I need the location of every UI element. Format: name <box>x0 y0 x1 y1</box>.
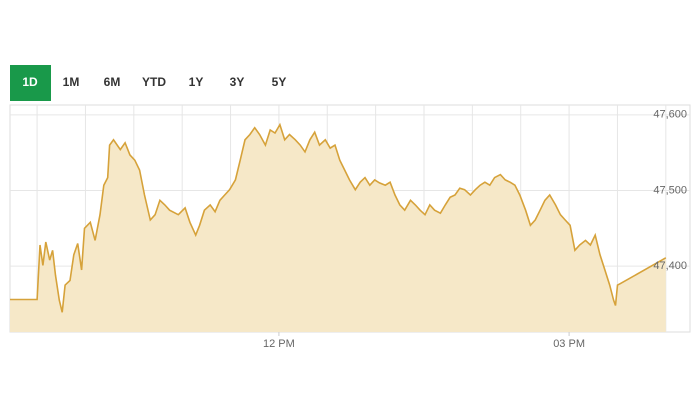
tab-label[interactable]: YTD <box>142 75 166 89</box>
y-tick-label: 47,400 <box>653 260 687 272</box>
tab-label[interactable]: 6M <box>104 75 121 89</box>
range-tabs: 1D 1M 6M YTD 1Y 3Y 5Y <box>10 65 286 101</box>
y-tick-label: 47,500 <box>653 184 687 196</box>
tab-label[interactable]: 5Y <box>272 75 287 89</box>
tab-label[interactable]: 1M <box>63 75 80 89</box>
tab-label[interactable]: 1Y <box>189 75 204 89</box>
x-tick-label: 03 PM <box>553 338 585 350</box>
active-tab <box>10 65 51 101</box>
tab-label[interactable]: 3Y <box>230 75 245 89</box>
x-tick-label: 12 PM <box>263 338 295 350</box>
y-tick-label: 47,600 <box>653 109 687 121</box>
price-line <box>10 122 667 313</box>
tab-label[interactable]: 1D <box>22 75 38 89</box>
